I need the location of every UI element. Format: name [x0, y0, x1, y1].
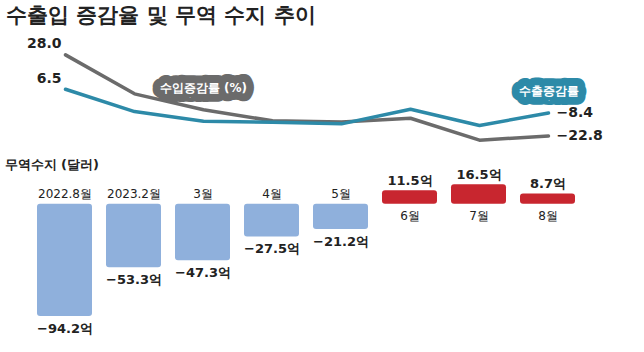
svg-text:3월: 3월 [193, 187, 213, 201]
svg-text:8.7억: 8.7억 [530, 176, 566, 191]
svg-text:2023.2월: 2023.2월 [107, 187, 161, 201]
svg-text:2022.8월: 2022.8월 [38, 187, 92, 201]
svg-text:5월: 5월 [331, 187, 351, 201]
svg-text:−47.3억: −47.3억 [175, 265, 231, 280]
svg-text:4월: 4월 [262, 187, 282, 201]
svg-text:−94.2억: −94.2억 [37, 321, 93, 336]
svg-text:수입증감률 (%): 수입증감률 (%) [160, 81, 247, 95]
svg-text:−8.4: −8.4 [557, 104, 594, 120]
svg-text:28.0: 28.0 [27, 35, 62, 51]
svg-text:−27.5억: −27.5억 [244, 241, 300, 256]
svg-text:−53.3억: −53.3억 [106, 272, 162, 287]
svg-text:11.5억: 11.5억 [387, 173, 432, 188]
svg-text:수출증감률: 수출증감률 [519, 84, 579, 98]
svg-text:−21.2억: −21.2억 [313, 234, 369, 249]
html-text:수출입 증감율 및 무역 수지 추이: 수출입 증감율 및 무역 수지 추이 [6, 3, 316, 27]
svg-text:−22.8: −22.8 [557, 127, 603, 143]
svg-text:8월: 8월 [538, 209, 558, 223]
svg-text:무역수지 (달러): 무역수지 (달러) [5, 157, 99, 172]
svg-text:16.5억: 16.5억 [456, 167, 501, 182]
svg-text:6.5: 6.5 [37, 70, 62, 86]
svg-text:6월: 6월 [400, 209, 420, 223]
svg-text:7월: 7월 [469, 209, 489, 223]
